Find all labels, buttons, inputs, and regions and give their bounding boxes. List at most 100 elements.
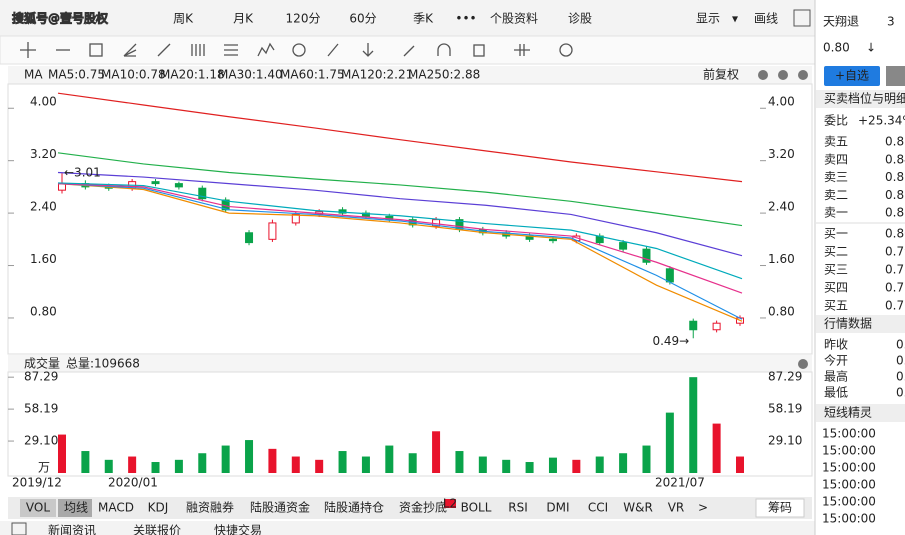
toolbar-tab[interactable]: 60分: [349, 12, 376, 26]
indicator-tab[interactable]: >: [698, 501, 708, 515]
zoom-in[interactable]: [758, 70, 768, 80]
tool-channel[interactable]: [157, 43, 171, 57]
volume-bar: [736, 456, 744, 473]
market-value: 0.78: [896, 386, 905, 400]
section-header: [816, 315, 905, 333]
candle-body: [245, 232, 254, 244]
toolbar-tab[interactable]: 个股资料: [490, 12, 538, 26]
tool-period[interactable]: [191, 44, 205, 56]
ask-label: 卖一: [824, 206, 848, 220]
y-tick-label: 58.19: [24, 402, 58, 416]
indicator-tab[interactable]: 陆股通持仓: [324, 500, 384, 515]
toolbar-tab[interactable]: •••: [455, 12, 476, 26]
indicator-tab[interactable]: CCI: [588, 501, 608, 515]
adjust-button[interactable]: 前复权: [703, 67, 739, 82]
y-tick-label: 4.00: [30, 95, 57, 109]
bid-label: 买二: [824, 245, 848, 259]
volume-bar: [525, 462, 534, 473]
indicator-tab[interactable]: VOL: [26, 501, 50, 515]
tool-fan[interactable]: [123, 43, 137, 57]
volume-bar: [198, 453, 207, 473]
market-value: 0.80: [896, 354, 905, 368]
volume-total: 总量:109668: [66, 357, 140, 371]
y-tick-label: 3.20: [30, 147, 57, 161]
volume-bar: [221, 445, 230, 473]
ma-line: [57, 183, 743, 294]
volume-bar: [712, 423, 721, 473]
tool-delete[interactable]: [473, 44, 485, 57]
ask-price: 0.82: [885, 188, 905, 202]
ask-label: 卖四: [824, 152, 848, 166]
indicator-tab[interactable]: VR: [668, 501, 685, 515]
indicator-tab[interactable]: MACD: [98, 501, 134, 515]
toolbar-tab[interactable]: 月K: [233, 12, 254, 26]
draw-button[interactable]: 画线: [754, 12, 778, 26]
panel-toggle[interactable]: [11, 522, 27, 535]
settings[interactable]: [798, 70, 808, 80]
volume-bar: [8, 355, 812, 372]
chips-button[interactable]: [755, 498, 805, 518]
toolbar-tab[interactable]: 季K: [413, 12, 434, 26]
tool-gann[interactable]: [327, 43, 339, 57]
badge-bg: [444, 499, 456, 508]
candle-body: [619, 242, 628, 250]
tool-wave[interactable]: [257, 42, 275, 57]
tool-cross[interactable]: [20, 42, 36, 58]
indicator-tab[interactable]: RSI: [508, 501, 528, 515]
ask-label: 卖二: [824, 188, 848, 202]
toolbar-tab[interactable]: 120分: [286, 12, 321, 26]
volume-bar: [245, 440, 254, 473]
tool-arrow[interactable]: [362, 43, 374, 57]
y-tick-label: 0.80: [768, 304, 795, 318]
indicator-tab[interactable]: BOLL: [461, 501, 492, 515]
bid-label: 买四: [824, 281, 848, 295]
tool-magnet[interactable]: [437, 43, 451, 56]
volume-bar: [291, 456, 300, 473]
display-arrow: ▾: [732, 12, 738, 26]
layout-toggle[interactable]: [793, 9, 811, 27]
indicator-bar: [8, 497, 812, 519]
indicator-tab[interactable]: 资金抄底: [399, 500, 447, 515]
volume-bar: [619, 453, 628, 473]
market-label: 今开: [824, 353, 848, 368]
x-tick-label: 2019/12: [12, 476, 62, 490]
y-tick-label: 1.60: [30, 252, 57, 266]
volume-settings[interactable]: [798, 359, 808, 369]
indicator-tab[interactable]: 融资融券: [186, 500, 234, 515]
volume-bar: [268, 448, 277, 473]
chips-label[interactable]: 筹码: [768, 501, 792, 515]
candle-body: [291, 213, 300, 224]
toolbar-tab[interactable]: 周K: [173, 12, 194, 26]
ask-price: 0.84: [885, 152, 905, 166]
candle-body: [712, 322, 721, 331]
indicator-tab[interactable]: KDJ: [148, 501, 169, 515]
ask-label: 卖三: [824, 170, 848, 184]
indicator-tab[interactable]: DMI: [546, 501, 569, 515]
toolbar-tab[interactable]: 诊股: [568, 12, 592, 26]
gray-button[interactable]: [886, 66, 905, 86]
volume-bar: [408, 453, 417, 473]
add-watch-button[interactable]: [824, 66, 880, 86]
indicator-tab[interactable]: 陆股通资金: [250, 500, 310, 515]
tool-rect[interactable]: [89, 43, 103, 57]
indicator-tab[interactable]: 均线: [64, 501, 88, 515]
tool-pen[interactable]: [403, 45, 415, 57]
tool-cycle[interactable]: [292, 43, 306, 57]
display-button[interactable]: 显示: [696, 12, 720, 26]
indicator-tab[interactable]: W&R: [623, 501, 653, 515]
tool-settings[interactable]: [559, 43, 573, 57]
zoom-out[interactable]: [778, 70, 788, 80]
ratio: +25.34%: [858, 114, 905, 128]
bid-price: 0.78: [885, 263, 905, 277]
volume-bar: [455, 451, 464, 473]
bottom-tab[interactable]: 新闻资讯: [48, 523, 96, 535]
bottom-bar: [0, 521, 815, 535]
legend-entry: MA120:2.21: [341, 68, 413, 82]
bottom-tab[interactable]: 关联报价: [133, 523, 181, 535]
tool-fib[interactable]: [224, 44, 238, 56]
bottom-tab[interactable]: 快捷交易: [214, 523, 262, 535]
short-time: 15:00:00: [822, 461, 876, 475]
tool-hide[interactable]: [514, 44, 530, 56]
add-watch[interactable]: +自选: [835, 69, 869, 83]
